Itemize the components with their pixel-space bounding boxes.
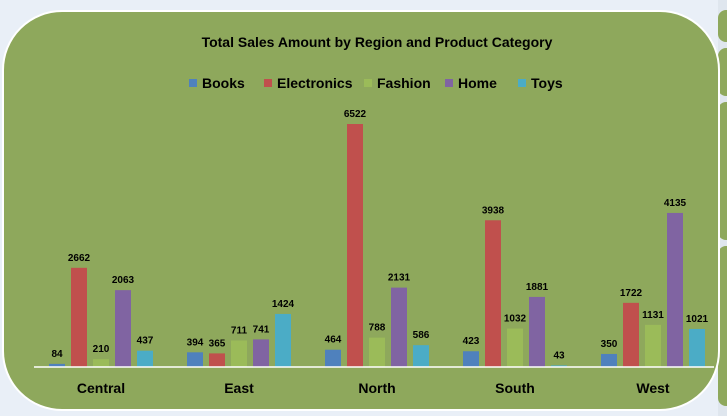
data-label-west-books: 350: [601, 339, 618, 350]
legend-swatch: [364, 79, 372, 87]
bar-south-home: [529, 296, 545, 367]
bar-west-fashion: [645, 324, 661, 367]
data-label-central-books: 84: [51, 349, 63, 360]
bar-north-books: [325, 349, 341, 367]
legend-swatch: [189, 79, 197, 87]
bar-west-electronics: [623, 302, 639, 367]
data-label-west-electronics: 1722: [620, 288, 643, 299]
data-label-east-home: 741: [253, 324, 270, 335]
data-labels: 84 2662 210 2063 437 394 365 711 741 1424 464 6522 7…: [51, 109, 708, 361]
data-label-central-home: 2063: [112, 275, 135, 286]
legend-item-toys: Toys: [518, 75, 563, 91]
legend: Books Electronics Fashion Home Toys: [189, 75, 563, 91]
bar-north-home: [391, 287, 407, 367]
category-label-north: North: [358, 380, 395, 396]
bar-south-fashion: [507, 328, 523, 367]
right-edge-piece: [718, 10, 727, 42]
bar-north-electronics: [347, 124, 363, 367]
bar-central-books: [49, 363, 65, 367]
category-label-central: Central: [77, 380, 125, 396]
data-label-north-toys: 586: [413, 330, 430, 341]
legend-swatch: [445, 79, 453, 87]
legend-label: Home: [458, 75, 497, 91]
bar-north-toys: [413, 345, 429, 367]
bar-north-fashion: [369, 337, 385, 367]
bar-south-electronics: [485, 220, 501, 367]
bar-east-fashion: [231, 340, 247, 367]
bar-central-toys: [137, 350, 153, 367]
legend-label: Fashion: [377, 75, 431, 91]
legend-item-fashion: Fashion: [364, 75, 431, 91]
bar-central-electronics: [71, 267, 87, 367]
data-label-east-toys: 1424: [272, 299, 295, 310]
legend-label: Electronics: [277, 75, 353, 91]
category-label-south: South: [495, 380, 535, 396]
data-label-east-books: 394: [187, 337, 204, 348]
bar-west-home: [667, 212, 683, 367]
data-label-south-toys: 43: [553, 350, 565, 361]
chart-title: Total Sales Amount by Region and Product…: [202, 34, 553, 50]
data-label-south-fashion: 1032: [504, 314, 527, 325]
right-edge-piece: [718, 102, 727, 240]
legend-swatch: [264, 79, 272, 87]
data-label-south-electronics: 3938: [482, 205, 505, 216]
category-labels: Central East North South West: [77, 380, 670, 396]
data-label-north-electronics: 6522: [344, 109, 367, 120]
data-label-east-electronics: 365: [209, 338, 226, 349]
legend-label: Books: [202, 75, 245, 91]
category-label-east: East: [224, 380, 254, 396]
data-label-north-books: 464: [325, 335, 342, 346]
bar-west-books: [601, 353, 617, 367]
legend-item-electronics: Electronics: [264, 75, 353, 91]
right-edge-piece: [718, 246, 727, 406]
category-label-west: West: [636, 380, 670, 396]
bar-south-toys: [551, 365, 567, 367]
data-label-north-home: 2131: [388, 273, 411, 284]
legend-item-books: Books: [189, 75, 245, 91]
legend-item-home: Home: [445, 75, 497, 91]
bar-central-fashion: [93, 359, 109, 367]
data-label-west-home: 4135: [664, 198, 687, 209]
bar-east-books: [187, 352, 203, 367]
chart-card: Total Sales Amount by Region and Product…: [2, 10, 720, 411]
bar-east-home: [253, 339, 269, 367]
data-label-east-fashion: 711: [231, 326, 248, 337]
chart-svg: Total Sales Amount by Region and Product…: [34, 34, 714, 396]
data-label-south-home: 1881: [526, 282, 549, 293]
data-label-central-toys: 437: [137, 336, 154, 347]
right-edge-piece: [718, 48, 727, 96]
bar-central-home: [115, 290, 131, 367]
legend-swatch: [518, 79, 526, 87]
data-label-west-toys: 1021: [686, 314, 709, 325]
data-label-south-books: 423: [463, 336, 480, 347]
bar-south-books: [463, 351, 479, 367]
data-label-central-fashion: 210: [93, 344, 110, 355]
bar-east-toys: [275, 313, 291, 367]
bar-east-electronics: [209, 353, 225, 367]
bar-west-toys: [689, 328, 705, 367]
data-label-north-fashion: 788: [369, 323, 386, 334]
bars: [49, 124, 705, 367]
data-label-central-electronics: 2662: [68, 253, 91, 264]
right-edge-strip: [718, 0, 727, 416]
legend-label: Toys: [531, 75, 563, 91]
data-label-west-fashion: 1131: [642, 310, 664, 321]
